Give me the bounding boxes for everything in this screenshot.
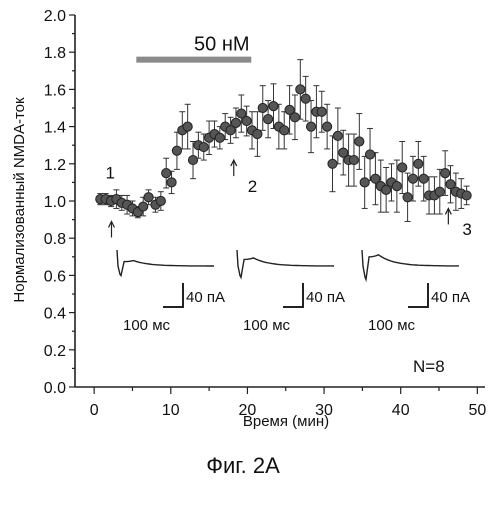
- data-point: [258, 103, 267, 112]
- marker-label: 1: [105, 164, 114, 183]
- data-point: [188, 155, 197, 164]
- data-point: [253, 129, 262, 138]
- y-tick-label: 1.6: [44, 82, 66, 99]
- y-tick-label: 1.2: [44, 157, 66, 174]
- scale-time-label: 100 мс: [123, 317, 171, 334]
- data-point: [280, 126, 289, 135]
- y-tick-label: 0.4: [44, 306, 66, 323]
- data-point: [333, 131, 342, 140]
- data-point: [269, 102, 278, 111]
- y-axis-label: Нормализованный NMDA-ток: [11, 97, 28, 303]
- x-tick-label: 50: [468, 402, 486, 419]
- data-point: [296, 85, 305, 94]
- data-point: [365, 150, 374, 159]
- data-point: [264, 115, 273, 124]
- data-point: [360, 178, 369, 187]
- data-point: [290, 113, 299, 122]
- y-tick-label: 1.4: [44, 120, 66, 137]
- y-tick-label: 0.8: [44, 231, 66, 248]
- data-point: [328, 159, 337, 168]
- scale-bar: [408, 283, 428, 307]
- data-point: [306, 122, 315, 131]
- data-point: [183, 122, 192, 131]
- y-tick-label: 1.8: [44, 45, 66, 62]
- y-tick-label: 0.0: [44, 380, 66, 397]
- data-point: [156, 196, 165, 205]
- data-point: [435, 187, 444, 196]
- scale-bar: [163, 283, 183, 307]
- x-axis-label: Время (мин): [243, 413, 329, 430]
- data-point: [392, 182, 401, 191]
- data-point: [139, 202, 148, 211]
- x-tick-label: 40: [392, 402, 410, 419]
- data-point: [199, 142, 208, 151]
- data-points: [96, 85, 472, 217]
- marker-label: 2: [248, 177, 257, 196]
- current-traces: 40 пА 100 мс 40 пА 100 мс 40 пА 100 мс: [117, 250, 470, 334]
- data-point: [144, 193, 153, 202]
- scale-current-label: 40 пА: [431, 289, 470, 306]
- drug-bar-label: 50 нМ: [194, 34, 250, 56]
- scale-time-label: 100 мс: [243, 317, 291, 334]
- n-label: N=8: [413, 357, 445, 376]
- data-point: [349, 155, 358, 164]
- scale-current-label: 40 пА: [186, 289, 225, 306]
- x-tick-label: 0: [90, 402, 99, 419]
- data-point: [231, 118, 240, 127]
- current-trace: [237, 250, 334, 277]
- data-point: [242, 116, 251, 125]
- scale-current-label: 40 пА: [306, 289, 345, 306]
- scale-bar: [283, 283, 303, 307]
- scale-time-label: 100 мс: [368, 317, 416, 334]
- x-tick-label: 10: [162, 402, 180, 419]
- data-point: [441, 169, 450, 178]
- data-point: [403, 193, 412, 202]
- data-point: [162, 169, 171, 178]
- data-point: [419, 174, 428, 183]
- data-point: [301, 94, 310, 103]
- data-point: [172, 146, 181, 155]
- drug-application-bar: [136, 57, 251, 63]
- data-point: [215, 133, 224, 142]
- current-trace: [117, 250, 214, 276]
- marker-label: 3: [462, 220, 471, 239]
- current-trace: [362, 250, 459, 280]
- data-point: [398, 163, 407, 172]
- y-tick-label: 0.2: [44, 343, 66, 360]
- y-tick-label: 0.6: [44, 268, 66, 285]
- figure-caption: Фиг. 2A: [206, 453, 280, 478]
- data-point: [462, 191, 471, 200]
- data-point: [167, 178, 176, 187]
- data-point: [323, 122, 332, 131]
- data-point: [317, 107, 326, 116]
- data-point: [414, 159, 423, 168]
- data-point: [355, 137, 364, 146]
- data-point: [408, 174, 417, 183]
- y-tick-label: 1.0: [44, 194, 66, 211]
- y-tick-label: 2.0: [44, 8, 66, 25]
- y-ticks: 0.0 0.2 0.4 0.6 0.8 1.0 1.2 1.4 1.6 1.8 2.0: [44, 8, 75, 397]
